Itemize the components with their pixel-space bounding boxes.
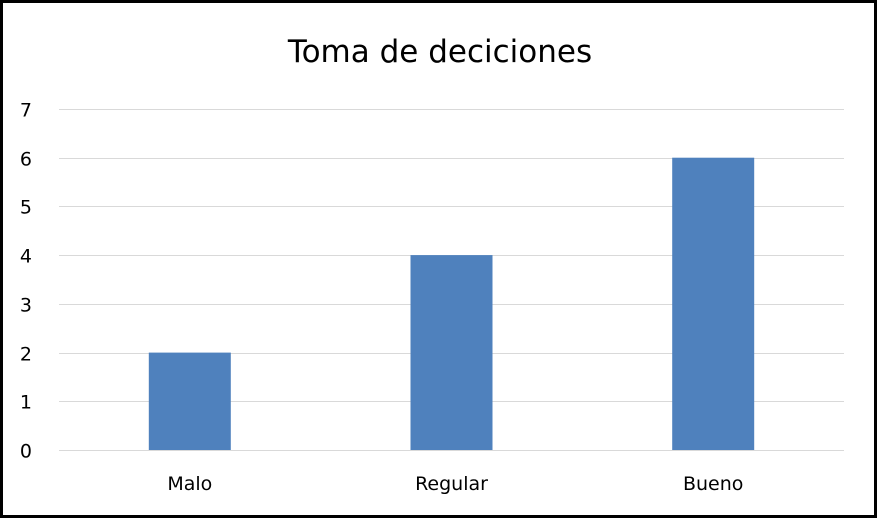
y-tick-label: 0: [20, 441, 32, 463]
bar-regular: [410, 255, 493, 450]
bar-chart: Toma de deciciones 0 1 2 3 4 5 6 7 Malo Regular B…: [20, 34, 844, 495]
y-tick-label: 6: [20, 149, 32, 171]
y-tick-label: 5: [20, 197, 32, 219]
y-tick-label: 2: [20, 344, 32, 366]
bar-bueno: [672, 157, 755, 450]
y-tick-label: 7: [20, 100, 32, 122]
x-category-label: Bueno: [683, 473, 743, 495]
bar-malo: [148, 352, 231, 450]
bars: [148, 157, 755, 450]
y-tick-label: 4: [20, 246, 32, 268]
y-axis-ticks: 0 1 2 3 4 5 6 7: [20, 100, 32, 463]
x-category-label: Regular: [415, 473, 488, 495]
y-tick-label: 1: [20, 392, 32, 414]
x-category-label: Malo: [167, 473, 212, 495]
chart-title: Toma de deciciones: [287, 34, 592, 70]
y-tick-label: 3: [20, 295, 32, 317]
x-axis-categories: Malo Regular Bueno: [167, 473, 743, 495]
